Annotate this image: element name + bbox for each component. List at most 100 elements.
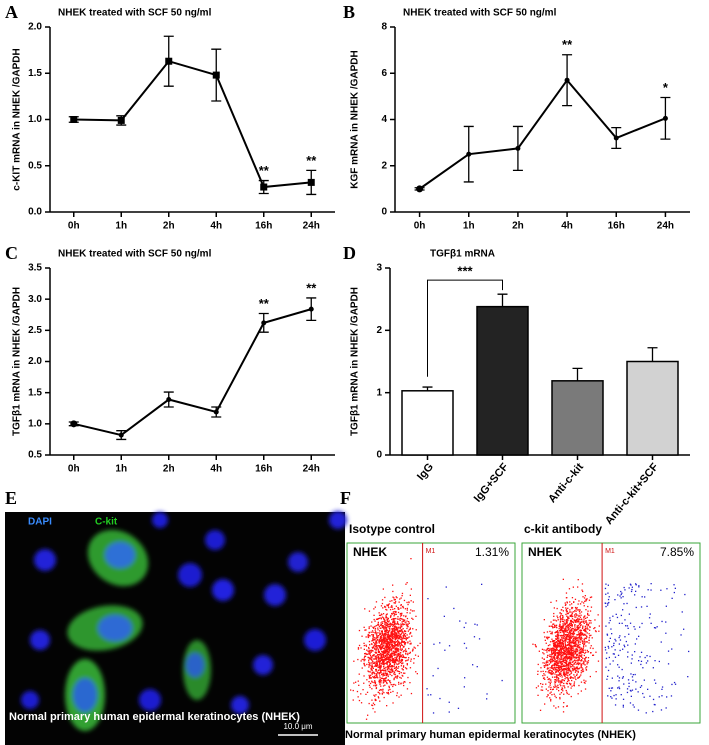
event-dot xyxy=(577,671,579,673)
event-dot xyxy=(560,642,562,645)
event-dot xyxy=(402,637,405,639)
event-dot xyxy=(561,631,563,633)
event-dot xyxy=(570,628,573,630)
event-dot xyxy=(369,654,372,657)
event-dot xyxy=(396,629,398,631)
event-dot xyxy=(416,673,418,675)
event-dot xyxy=(584,620,586,622)
event-dot xyxy=(568,625,570,627)
event-dot xyxy=(573,641,575,643)
event-dot xyxy=(375,658,377,660)
event-dot xyxy=(371,664,373,666)
event-dot xyxy=(571,624,573,626)
event-dot xyxy=(575,670,577,672)
event-dot xyxy=(649,695,651,697)
event-dot xyxy=(381,614,383,616)
event-dot xyxy=(555,679,557,681)
event-dot xyxy=(375,687,377,690)
event-dot xyxy=(564,624,566,626)
event-dot xyxy=(396,656,398,658)
event-dot xyxy=(568,642,571,644)
event-dot xyxy=(572,677,574,679)
event-dot xyxy=(392,650,394,652)
event-dot xyxy=(647,589,649,591)
event-dot xyxy=(457,707,460,709)
event-dot xyxy=(559,680,561,682)
event-dot xyxy=(376,673,378,676)
event-dot xyxy=(583,618,585,620)
event-dot xyxy=(565,622,567,625)
event-dot xyxy=(557,617,559,619)
event-dot xyxy=(559,629,562,632)
event-dot xyxy=(609,637,611,639)
event-dot xyxy=(565,637,567,639)
event-dot xyxy=(387,604,389,606)
event-dot xyxy=(381,634,383,637)
event-dot xyxy=(623,683,625,685)
stain-label: DAPI xyxy=(28,517,52,528)
event-dot xyxy=(399,659,401,661)
event-dot xyxy=(388,666,390,668)
event-dot xyxy=(650,589,652,591)
event-dot xyxy=(363,657,366,659)
event-dot xyxy=(570,651,573,653)
event-dot xyxy=(547,638,549,640)
event-dot xyxy=(368,666,370,668)
event-dot xyxy=(543,649,545,651)
event-dot xyxy=(660,641,662,643)
event-dot xyxy=(410,609,412,611)
event-dot xyxy=(386,649,388,651)
event-dot xyxy=(374,711,376,713)
event-dot xyxy=(386,620,389,623)
event-dot xyxy=(373,704,376,706)
event-dot xyxy=(389,688,391,691)
event-dot xyxy=(378,669,380,671)
event-dot xyxy=(558,673,561,676)
event-dot xyxy=(547,647,549,650)
event-dot xyxy=(409,652,411,654)
event-dot xyxy=(562,672,565,674)
event-dot xyxy=(581,659,583,661)
event-dot xyxy=(387,605,389,607)
event-dot xyxy=(399,635,401,637)
event-dot xyxy=(381,693,383,695)
event-dot xyxy=(444,649,446,651)
event-dot xyxy=(400,660,403,662)
event-dot xyxy=(365,718,368,720)
event-dot xyxy=(607,675,609,677)
event-dot xyxy=(569,624,572,627)
event-dot xyxy=(382,652,384,654)
event-dot xyxy=(379,668,381,670)
event-dot xyxy=(587,657,590,659)
y-tick-label: 2.0 xyxy=(28,356,42,367)
event-dot xyxy=(374,695,376,697)
event-dot xyxy=(385,608,387,611)
event-dot xyxy=(397,627,399,629)
event-dot xyxy=(391,600,393,602)
event-dot xyxy=(654,660,656,662)
event-dot xyxy=(566,677,569,679)
event-dot xyxy=(387,641,389,644)
event-dot xyxy=(385,629,387,631)
event-dot xyxy=(587,628,589,630)
event-dot xyxy=(557,656,560,658)
event-dot xyxy=(585,645,587,647)
event-dot xyxy=(560,681,562,683)
plot-frame xyxy=(346,542,516,724)
event-dot xyxy=(585,617,587,619)
event-dot xyxy=(558,637,560,639)
event-dot xyxy=(580,672,582,674)
event-dot xyxy=(566,705,568,707)
event-dot xyxy=(615,694,617,696)
event-dot xyxy=(563,658,565,660)
event-dot xyxy=(394,652,396,654)
marker xyxy=(613,135,619,141)
event-dot xyxy=(392,690,394,693)
event-dot xyxy=(396,654,398,656)
event-dot xyxy=(568,682,571,684)
event-dot xyxy=(553,656,556,658)
event-dot xyxy=(604,587,607,590)
event-dot xyxy=(550,681,552,683)
event-dot xyxy=(560,688,563,691)
event-dot xyxy=(549,661,552,663)
